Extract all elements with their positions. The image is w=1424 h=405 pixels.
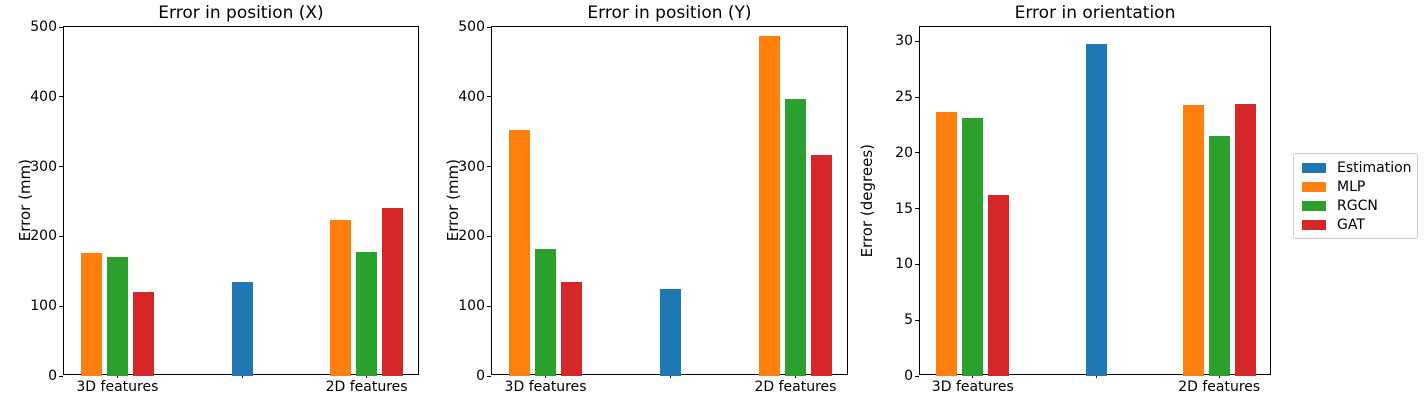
y-tick-mark — [487, 166, 491, 168]
bar-rgcn — [962, 118, 984, 376]
y-tick-label: 100 — [458, 298, 485, 315]
bar-rgcn — [1208, 136, 1230, 376]
x-tick-mark — [545, 374, 547, 378]
bar-estimation — [660, 288, 681, 376]
bar-estimation — [231, 281, 253, 376]
y-tick-mark — [59, 26, 63, 28]
chart-title: Error in position (X) — [158, 3, 324, 23]
y-tick-label: 5 — [904, 312, 913, 329]
chart-error-position-y: Error in position (Y) Error (mm) 0 100 200 30… — [444, 3, 848, 395]
y-tick-mark — [487, 375, 491, 377]
x-tick-label: 2D features — [1178, 379, 1261, 395]
y-tick-mark — [915, 375, 919, 377]
bar-gat — [988, 195, 1010, 376]
y-tick-label: 400 — [30, 88, 57, 105]
legend-swatch-estimation — [1302, 162, 1326, 173]
y-tick-label: 10 — [895, 256, 913, 273]
y-tick-label: 15 — [895, 200, 913, 217]
legend-item: MLP — [1294, 179, 1417, 195]
y-tick-mark — [915, 152, 919, 154]
legend-item-label: MLP — [1337, 178, 1366, 195]
legend-swatch-gat — [1302, 219, 1326, 230]
legend-item-label: GAT — [1337, 216, 1365, 233]
bar-mlp — [936, 111, 958, 376]
y-tick-label: 300 — [458, 158, 485, 175]
y-tick-mark — [915, 96, 919, 98]
legend-swatch-rgcn — [1302, 200, 1326, 211]
bar-mlp — [758, 36, 780, 376]
y-tick-mark — [915, 208, 919, 210]
y-tick-mark — [487, 235, 491, 237]
legend-item: GAT — [1294, 217, 1417, 233]
y-tick-label: 200 — [30, 228, 57, 245]
chart-title: Error in position (Y) — [587, 3, 752, 23]
bar-rgcn — [784, 98, 806, 376]
bar-rgcn — [106, 257, 128, 376]
y-tick-label: 500 — [30, 19, 57, 35]
x-tick-label: 2D features — [754, 379, 837, 395]
y-tick-label: 200 — [458, 228, 485, 245]
y-tick-label: 0 — [904, 368, 913, 384]
y-axis-label-text: Error (degrees) — [858, 143, 876, 258]
y-tick-label: 30 — [895, 33, 913, 50]
chart-error-position-x: Error in position (X) Error (mm) 0 100 200 30… — [16, 3, 419, 395]
y-tick-mark — [915, 263, 919, 265]
y-tick-mark — [487, 26, 491, 28]
legend: Estimation MLP RGCN GAT — [1293, 153, 1418, 239]
bar-gat — [810, 154, 832, 376]
y-tick-label: 20 — [895, 144, 913, 161]
y-tick-label: 100 — [30, 298, 57, 315]
y-tick-label: 300 — [30, 158, 57, 175]
y-tick-mark — [915, 319, 919, 321]
y-tick-mark — [59, 305, 63, 307]
x-tick-mark — [116, 374, 118, 378]
x-tick-mark — [1095, 374, 1097, 378]
legend-swatch-mlp — [1302, 181, 1326, 192]
y-axis-label: Error (mm) — [16, 27, 34, 374]
legend-item: RGCN — [1294, 198, 1417, 214]
y-tick-mark — [59, 96, 63, 98]
x-tick-mark — [972, 374, 974, 378]
bar-mlp — [1182, 105, 1204, 376]
x-tick-mark — [794, 374, 796, 378]
y-tick-mark — [59, 235, 63, 237]
legend-item-label: RGCN — [1337, 197, 1378, 214]
bar-mlp — [330, 219, 352, 376]
x-tick-mark — [241, 374, 243, 378]
y-tick-label: 400 — [458, 88, 485, 105]
x-tick-mark — [366, 374, 368, 378]
bar-rgcn — [535, 248, 557, 376]
legend-item: Estimation — [1294, 160, 1417, 176]
chart-error-orientation: Error in orientation Error (degrees) 0 5 10 1… — [858, 3, 1271, 395]
x-tick-mark — [670, 374, 671, 378]
y-tick-label: 0 — [48, 368, 57, 384]
y-axis-label: Error (mm) — [444, 27, 462, 374]
bar-mlp — [80, 253, 102, 376]
y-tick-mark — [915, 40, 919, 42]
legend-item-label: Estimation — [1337, 159, 1412, 176]
y-tick-mark — [487, 96, 491, 98]
bar-rgcn — [356, 252, 378, 376]
bar-gat — [561, 281, 583, 376]
y-tick-mark — [487, 305, 491, 307]
y-tick-label: 500 — [458, 19, 485, 35]
bar-gat — [1234, 103, 1256, 376]
y-tick-mark — [59, 375, 63, 377]
y-tick-label: 25 — [895, 89, 913, 106]
x-tick-mark — [1218, 374, 1220, 378]
bar-estimation — [1085, 43, 1107, 376]
x-tick-label: 3D features — [76, 379, 159, 395]
y-tick-mark — [59, 166, 63, 168]
bar-gat — [382, 208, 404, 376]
y-tick-label: 0 — [476, 368, 485, 384]
x-tick-label: 3D features — [931, 379, 1014, 395]
x-tick-label: 2D features — [325, 379, 408, 395]
y-axis-label: Error (degrees) — [858, 27, 876, 374]
x-tick-label: 3D features — [504, 379, 587, 395]
bar-gat — [132, 292, 154, 376]
chart-title: Error in orientation — [1014, 3, 1176, 23]
bar-mlp — [509, 129, 531, 376]
